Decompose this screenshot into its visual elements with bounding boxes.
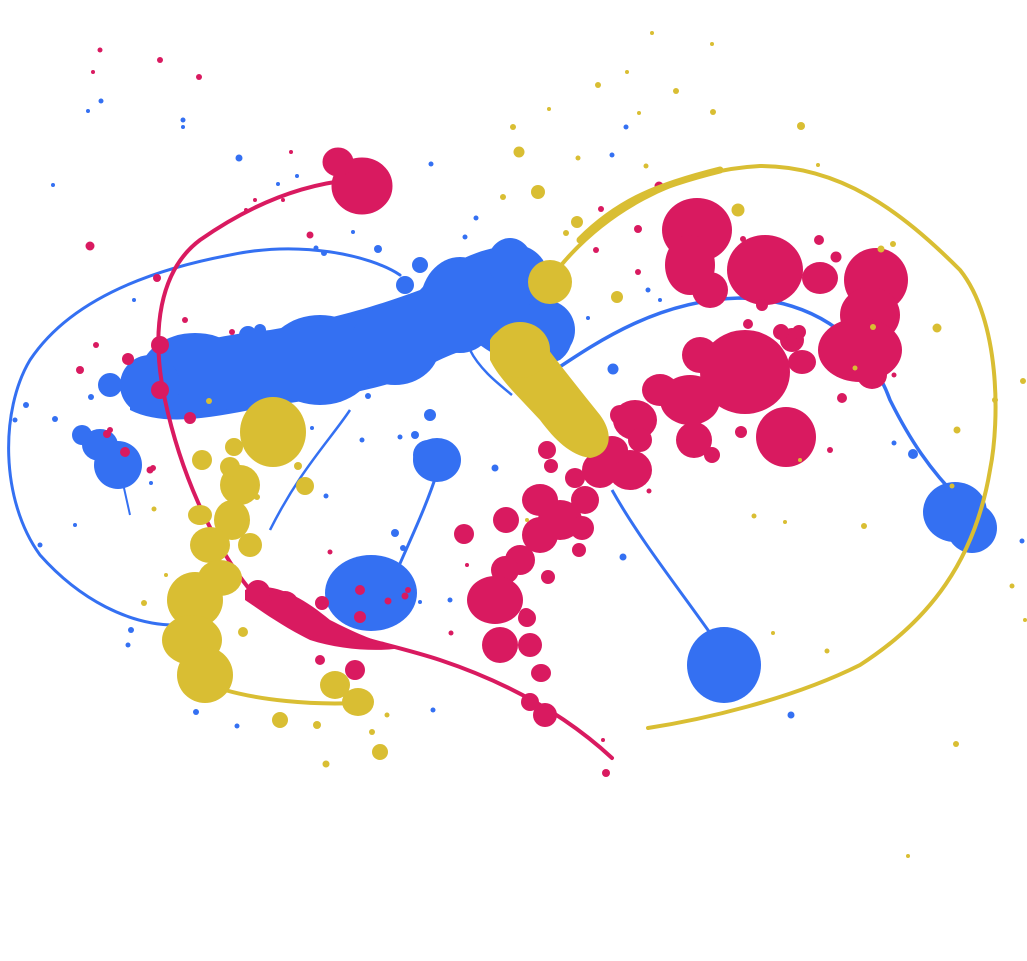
yellow-loop-top-thick — [576, 166, 724, 244]
blue-drop — [413, 440, 443, 470]
blue-drop-large — [947, 503, 997, 553]
yellow-blob — [188, 505, 212, 525]
pink-cluster — [454, 198, 908, 682]
blue-blob — [420, 257, 500, 353]
pink-blob — [521, 693, 539, 711]
blue-blob — [72, 425, 92, 445]
blue-blob — [412, 257, 428, 273]
yellow-paint-layer — [141, 31, 1027, 858]
yellow-blob — [240, 397, 306, 467]
blue-blob — [488, 238, 532, 286]
yellow-blob — [528, 260, 572, 304]
blue-loop-right — [553, 296, 962, 502]
blue-drip-2 — [393, 469, 440, 576]
pink-blob — [151, 336, 169, 354]
pink-blob — [246, 580, 270, 604]
yellow-blob — [177, 647, 233, 703]
pink-blob — [345, 660, 365, 680]
yellow-blob — [220, 457, 240, 477]
yellow-speckles — [141, 31, 1027, 858]
blue-drop-large — [325, 555, 417, 631]
yellow-blob — [490, 322, 550, 378]
pink-paint-layer — [76, 47, 908, 777]
blue-blob — [350, 305, 440, 385]
pink-blob — [271, 591, 299, 619]
pink-blob — [533, 703, 557, 727]
yellow-blob — [272, 712, 288, 728]
yellow-blob — [296, 477, 314, 495]
yellow-blob — [214, 500, 250, 540]
yellow-blob — [225, 438, 243, 456]
blue-blob — [265, 315, 375, 405]
blue-blob — [98, 373, 122, 397]
yellow-blob — [320, 671, 350, 699]
yellow-blob — [342, 688, 374, 716]
yellow-line-left — [223, 688, 357, 706]
blue-loop-left — [7, 247, 402, 627]
yellow-blob — [190, 527, 230, 563]
pink-speckles — [76, 47, 897, 777]
yellow-blob — [192, 450, 212, 470]
blue-drip-4 — [268, 409, 352, 531]
blue-drop-large — [687, 627, 761, 703]
pink-blob — [322, 147, 354, 177]
yellow-blob — [167, 572, 223, 628]
blue-blob — [396, 276, 414, 294]
pink-blob — [297, 612, 323, 638]
yellow-blob — [238, 533, 262, 557]
blue-paint-layer — [7, 98, 1025, 729]
yellow-blob — [372, 744, 388, 760]
pink-blob — [151, 381, 169, 399]
blue-drip-3 — [468, 349, 513, 396]
blue-drip-1 — [610, 489, 717, 641]
